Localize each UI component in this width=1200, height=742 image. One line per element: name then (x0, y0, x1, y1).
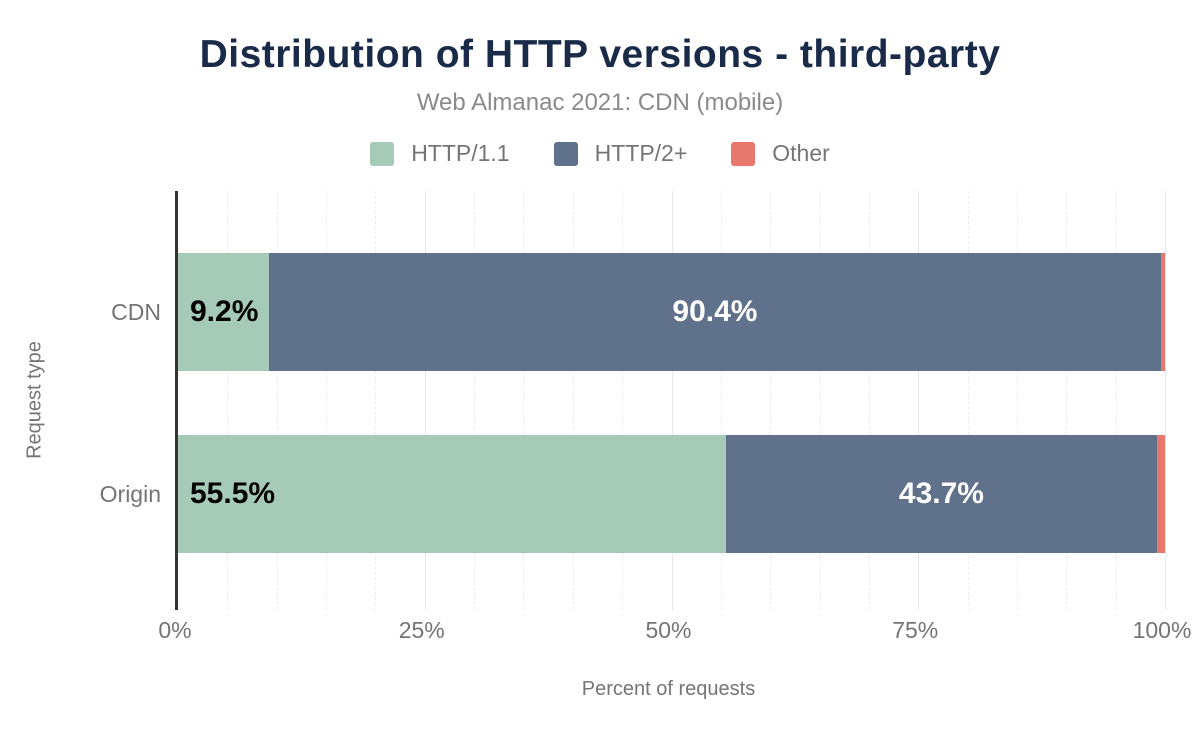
gridline (770, 191, 772, 610)
gridline (523, 191, 525, 610)
gridline (918, 191, 920, 610)
bar-value-label: 9.2% (190, 295, 259, 328)
gridline (967, 191, 969, 610)
gridline (375, 191, 377, 610)
category-label-cdn: CDN (111, 299, 161, 325)
x-tick-25: 25% (398, 617, 445, 643)
chart-subtitle: Web Almanac 2021: CDN (mobile) (416, 89, 784, 116)
gridline (1115, 191, 1117, 610)
legend-label: HTTP/2+ (594, 140, 688, 166)
gridline (572, 191, 574, 610)
bar-segment-origin-http2[interactable] (725, 435, 1158, 553)
bar-value-label: 43.7% (898, 477, 984, 510)
bar-value-label: 55.5% (190, 477, 276, 510)
bar-segment-cdn-http2[interactable] (268, 253, 1162, 371)
gridline (276, 191, 278, 610)
legend-label: HTTP/1.1 (411, 140, 510, 166)
plot-area: 9.2% 90.4% 55.5% 43.7% (175, 191, 1166, 610)
x-axis-ticks: 0% 25% 50% 75% 100% (158, 617, 1191, 647)
legend-swatch-icon (731, 141, 756, 166)
gridline (1016, 191, 1018, 610)
bar-value-label: 90.4% (672, 295, 758, 328)
x-tick-0: 0% (158, 617, 192, 643)
gridline (326, 191, 328, 610)
gridline (1165, 191, 1166, 610)
x-tick-100: 100% (1132, 617, 1192, 643)
gridline (474, 191, 476, 610)
chart-title: Distribution of HTTP versions - third-pa… (199, 33, 1001, 76)
category-labels: CDN Origin (0, 191, 161, 610)
bar-segment-origin-other[interactable] (1157, 435, 1165, 553)
legend-swatch-icon (370, 141, 395, 166)
gridline (819, 191, 821, 610)
gridline (720, 191, 722, 610)
category-label-origin: Origin (99, 481, 161, 507)
bar-segment-cdn-http11[interactable] (178, 253, 269, 371)
bar-segment-cdn-other[interactable] (1161, 253, 1165, 371)
gridline (868, 191, 870, 610)
gridline (671, 191, 673, 610)
gridline (227, 191, 229, 610)
bar-row-origin: 55.5% 43.7% (178, 435, 1165, 553)
gridline (1066, 191, 1068, 610)
legend-swatch-icon (553, 141, 578, 166)
x-tick-75: 75% (892, 617, 939, 643)
gridline (424, 191, 426, 610)
legend-item-http2: HTTP/2+ (553, 140, 688, 167)
x-axis-title: Percent of requests (581, 678, 756, 700)
legend-item-other: Other (731, 140, 830, 167)
legend-label: Other (772, 140, 830, 166)
bar-segment-origin-http11[interactable] (178, 435, 726, 553)
legend-item-http11: HTTP/1.1 (370, 140, 510, 167)
gridline (622, 191, 624, 610)
x-tick-50: 50% (645, 617, 692, 643)
legend: HTTP/1.1 HTTP/2+ Other (0, 140, 1200, 167)
bar-row-cdn: 9.2% 90.4% (178, 253, 1165, 371)
